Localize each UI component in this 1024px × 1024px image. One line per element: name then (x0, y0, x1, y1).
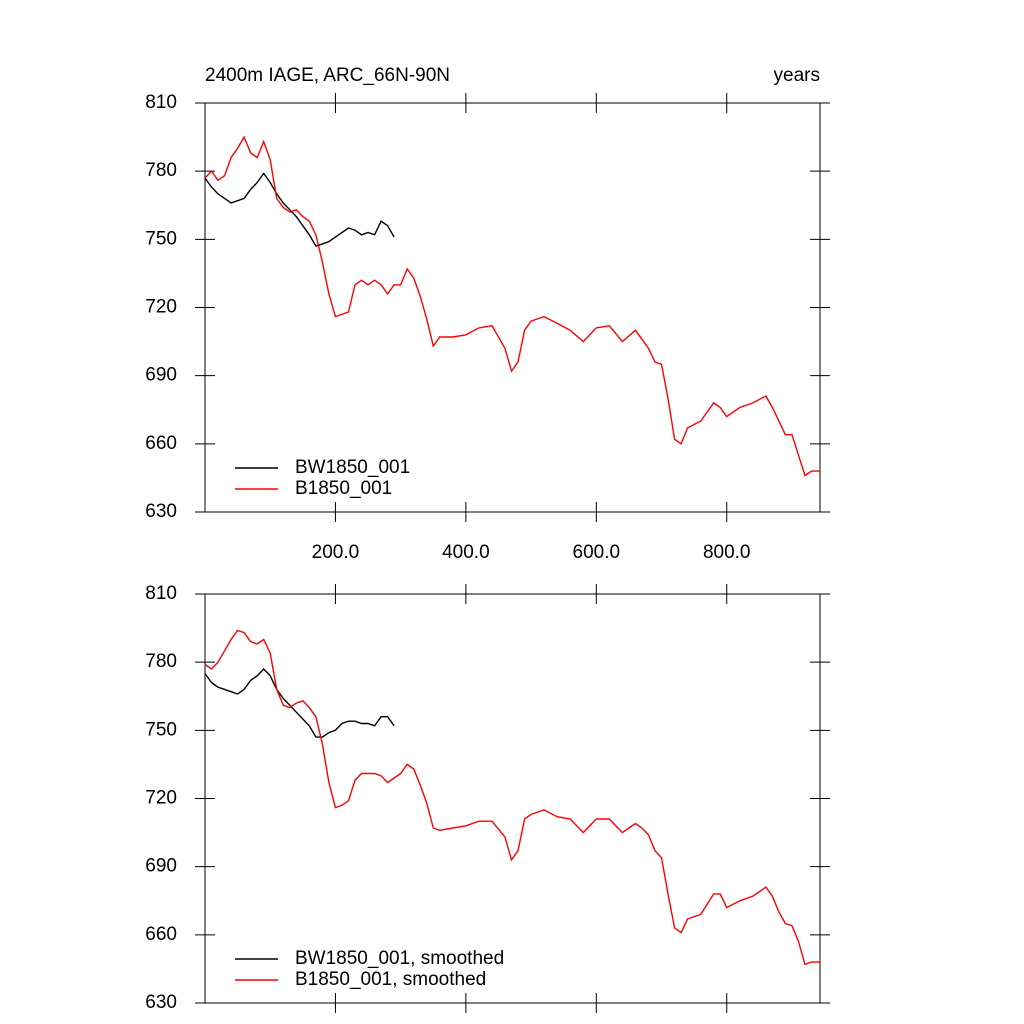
y-tick-label: 810 (145, 583, 177, 604)
y-tick-label: 780 (145, 160, 177, 181)
series-line (204, 135, 820, 477)
y-tick-label: 630 (145, 992, 177, 1013)
y-tick-label: 690 (145, 365, 177, 386)
plot-frame (204, 593, 821, 1004)
legend-label: BW1850_001, smoothed (295, 948, 504, 969)
y-tick-label: 660 (145, 433, 177, 454)
y-tick-label: 750 (145, 228, 177, 249)
y-tick-label: 690 (145, 856, 177, 877)
y-tick-label: 750 (145, 719, 177, 740)
chart-subtitle: years (774, 65, 820, 86)
series-line (204, 667, 395, 738)
series-line (204, 629, 820, 966)
chart-title: 2400m IAGE, ARC_66N-90N (205, 65, 450, 86)
legend-label: B1850_001 (295, 478, 392, 499)
x-tick-label: 200.0 (312, 542, 360, 563)
y-tick-label: 720 (145, 788, 177, 809)
legend-label: BW1850_001 (295, 457, 410, 478)
x-tick-label: 400.0 (442, 542, 490, 563)
series-line (204, 172, 395, 247)
legend-label: B1850_001, smoothed (295, 969, 486, 990)
y-tick-label: 780 (145, 651, 177, 672)
y-tick-label: 810 (145, 92, 177, 113)
y-tick-label: 630 (145, 501, 177, 522)
x-tick-label: 800.0 (703, 542, 751, 563)
y-tick-label: 660 (145, 924, 177, 945)
x-tick-label: 600.0 (573, 542, 621, 563)
plot-frame (204, 102, 821, 513)
y-tick-label: 720 (145, 297, 177, 318)
